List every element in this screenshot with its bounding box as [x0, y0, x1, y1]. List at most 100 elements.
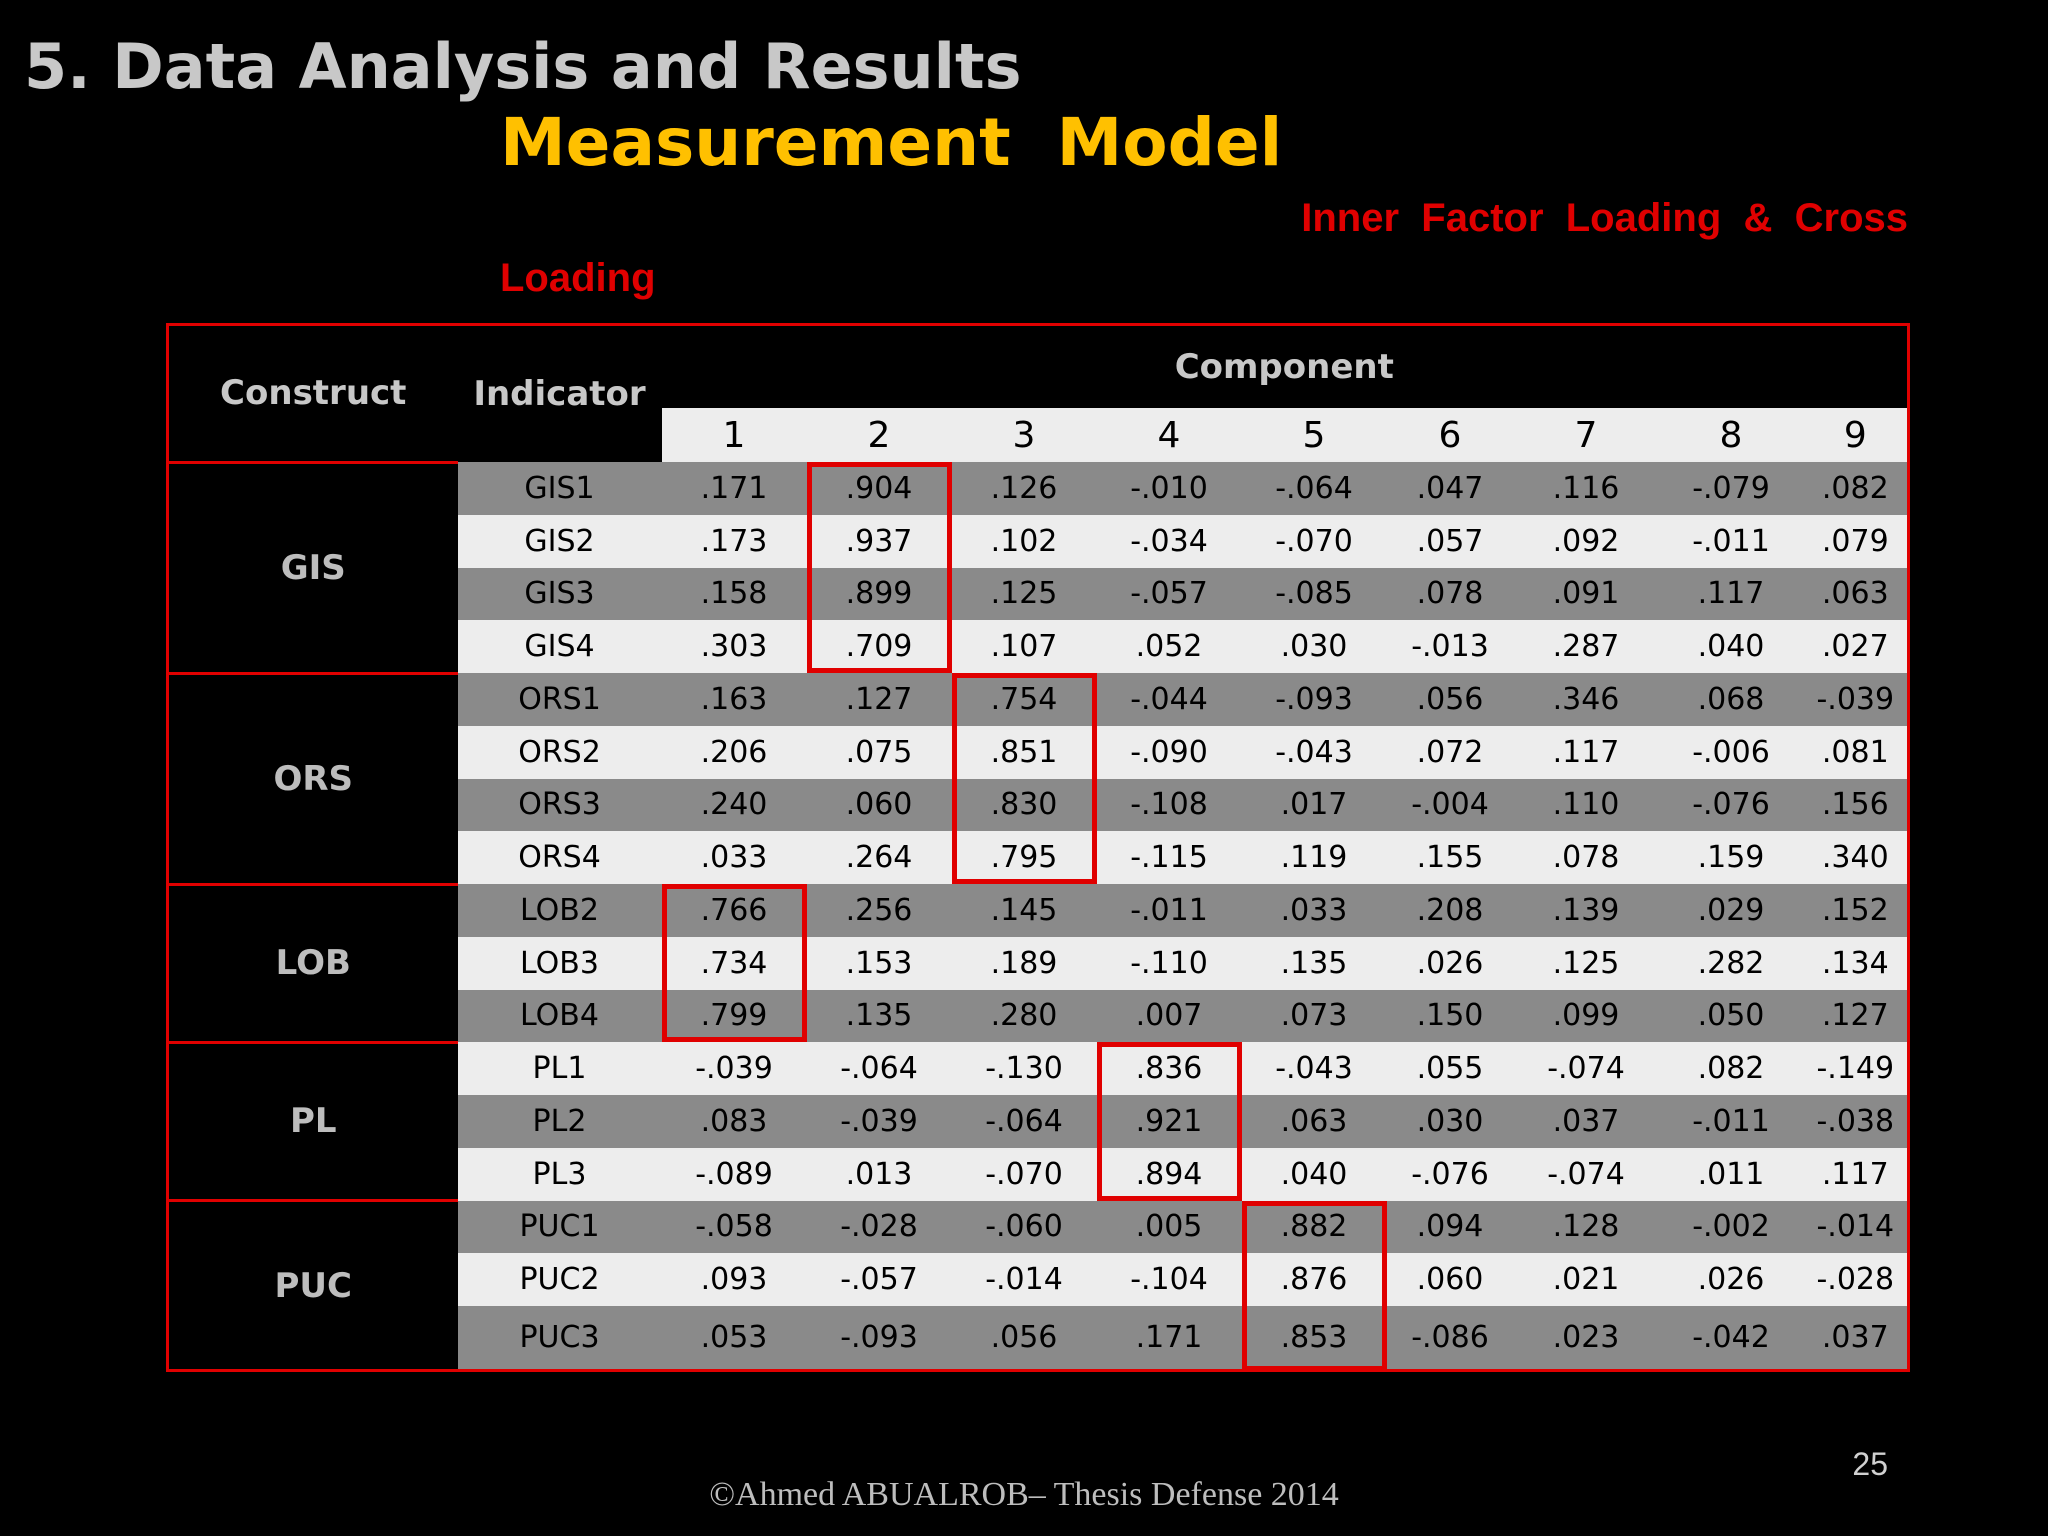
loading-cell-c3: .102: [951, 514, 1097, 568]
construct-cell-ors: ORS: [167, 671, 458, 884]
loading-cell-c5: .135: [1241, 936, 1387, 990]
loading-cell-c2: .264: [806, 831, 952, 884]
loading-cell-c8: -.002: [1658, 1200, 1804, 1254]
loading-cell-c3: -.064: [951, 1095, 1097, 1148]
loading-cell-c5: .853: [1241, 1306, 1387, 1371]
loading-cell-c5: -.085: [1241, 567, 1387, 621]
indicator-cell: LOB4: [457, 989, 662, 1043]
table-caption-line-1: Inner Factor Loading & Cross: [1301, 196, 1908, 240]
loading-cell-c3: -.130: [951, 1042, 1097, 1095]
loading-cell-c1: .083: [661, 1095, 807, 1148]
loading-cell-c7: .023: [1513, 1306, 1659, 1371]
loading-cell-c5: .119: [1241, 831, 1387, 884]
indicator-cell: PL3: [457, 1147, 662, 1201]
loading-cell-c2: .153: [806, 936, 952, 990]
loading-cell-c7: -.074: [1513, 1147, 1659, 1201]
loading-cell-c2: -.028: [806, 1200, 952, 1254]
indicator-cell: LOB2: [457, 884, 662, 937]
table-row: GIS2.173.937.102 -.034 -.070.057.092 -.011.…: [168, 514, 1909, 568]
loading-cell-c5: -.070: [1241, 514, 1387, 568]
loading-cell-c5: .017: [1241, 778, 1387, 832]
loading-cell-c8: -.076: [1658, 778, 1804, 832]
loading-cell-c3: .125: [951, 567, 1097, 621]
table-row: PUC2.093 -.057 -.014 -.104.876.060.021.026-…: [168, 1253, 1909, 1306]
component-header: Component: [661, 324, 1909, 408]
component-number-2: 2: [806, 408, 952, 462]
loading-cell-c9: -.149: [1803, 1042, 1909, 1095]
component-number-8: 8: [1658, 408, 1804, 462]
loading-cell-c6: .056: [1386, 673, 1514, 726]
loading-cell-c2: .135: [806, 989, 952, 1043]
indicator-cell: ORS4: [457, 831, 662, 884]
loading-cell-c9: -.014: [1803, 1200, 1909, 1254]
table-row: LOB LOB2.766.256.145 -.011.033.208.139.029…: [167, 882, 1909, 1043]
loading-cell-c7: .037: [1513, 1095, 1659, 1148]
indicator-cell: ORS1: [457, 673, 662, 726]
page-number: 25: [1852, 1446, 1888, 1482]
loading-cell-c6: .055: [1386, 1042, 1514, 1095]
loading-cell-c1: .033: [661, 831, 807, 884]
indicator-cell: GIS4: [457, 620, 662, 673]
loading-cell-c6: .047: [1386, 462, 1514, 515]
loading-cell-c3: .830: [951, 778, 1097, 832]
indicator-cell: GIS1: [457, 462, 662, 515]
table-row: PL3 -.089.013 -.070.894.040 -.076 -.074.011.…: [168, 1147, 1909, 1201]
loading-cell-c9: .082: [1803, 462, 1909, 515]
loading-cell-c1: .158: [661, 567, 807, 621]
construct-header: Construct: [167, 324, 458, 462]
loading-cell-c8: -.079: [1658, 462, 1804, 515]
loading-cell-c7: .139: [1513, 884, 1659, 937]
loading-cell-c4: .052: [1096, 620, 1242, 673]
indicator-cell: LOB3: [457, 936, 662, 990]
loading-cell-c8: .117: [1658, 567, 1804, 621]
table-row: LOB4.799.135.280.007.073.150.099.050.127: [168, 989, 1909, 1043]
table-row: GIS GIS1.171.904.126 -.010 -.064.047.116 -.0…: [167, 460, 1909, 673]
loading-cell-c6: .060: [1386, 1253, 1514, 1306]
loading-cell-c9: .037: [1803, 1306, 1909, 1371]
loading-cell-c1: .173: [661, 514, 807, 568]
loading-cell-c5: .040: [1241, 1147, 1387, 1201]
loading-cell-c3: -.014: [951, 1253, 1097, 1306]
loading-cell-c4: -.011: [1096, 884, 1242, 937]
loading-cell-c9: -.039: [1803, 673, 1909, 726]
loading-cell-c2: -.093: [806, 1306, 952, 1371]
component-number-3: 3: [951, 408, 1097, 462]
table-row: GIS3.158.899.125 -.057 -.085.078.091.117.0…: [168, 567, 1909, 621]
loading-cell-c3: .795: [951, 831, 1097, 884]
loading-cell-c2: .256: [806, 884, 952, 937]
loading-cell-c4: -.010: [1096, 462, 1242, 515]
indicator-cell: PL1: [457, 1042, 662, 1095]
loading-cell-c4: .007: [1096, 989, 1242, 1043]
loading-cell-c9: .134: [1803, 936, 1909, 990]
loading-cell-c8: -.011: [1658, 514, 1804, 568]
loading-cell-c1: .163: [661, 673, 807, 726]
loading-cell-c6: .078: [1386, 567, 1514, 621]
loading-cell-c1: .734: [661, 936, 807, 990]
component-number-4: 4: [1096, 408, 1242, 462]
loading-cell-c1: -.089: [661, 1147, 807, 1201]
loading-cell-c9: .340: [1803, 831, 1909, 884]
loading-cell-c8: .011: [1658, 1147, 1804, 1201]
loading-cell-c8: -.042: [1658, 1306, 1804, 1371]
indicator-cell: PUC2: [457, 1253, 662, 1306]
loading-cell-c1: -.058: [661, 1200, 807, 1254]
loading-cell-c6: -.086: [1386, 1306, 1514, 1371]
construct-cell-puc: PUC: [167, 1199, 458, 1371]
table-row: PUC3.053 -.093.056.171.853 -.086.023 -.042.…: [168, 1306, 1909, 1371]
table-row: PL2.083 -.039 -.064.921.063.030.037 -.011 -.…: [168, 1095, 1909, 1148]
construct-cell-pl: PL: [167, 1040, 458, 1201]
component-number-6: 6: [1386, 408, 1514, 462]
loading-cell-c6: .072: [1386, 725, 1514, 779]
construct-cell-gis: GIS: [167, 460, 458, 673]
loading-cell-c1: .171: [661, 462, 807, 515]
loading-cell-c8: .082: [1658, 1042, 1804, 1095]
loading-cell-c2: .060: [806, 778, 952, 832]
loading-cell-c9: .081: [1803, 725, 1909, 779]
loading-cell-c9: .063: [1803, 567, 1909, 621]
loading-cell-c6: .094: [1386, 1200, 1514, 1254]
loading-cell-c8: .068: [1658, 673, 1804, 726]
loading-cell-c4: -.044: [1096, 673, 1242, 726]
table-row: ORS ORS1.163.127.754 -.044 -.093.056.346.06…: [167, 671, 1909, 884]
footer-copyright: ©Ahmed ABUALROB– Thesis Defense 2014: [709, 1476, 1339, 1513]
